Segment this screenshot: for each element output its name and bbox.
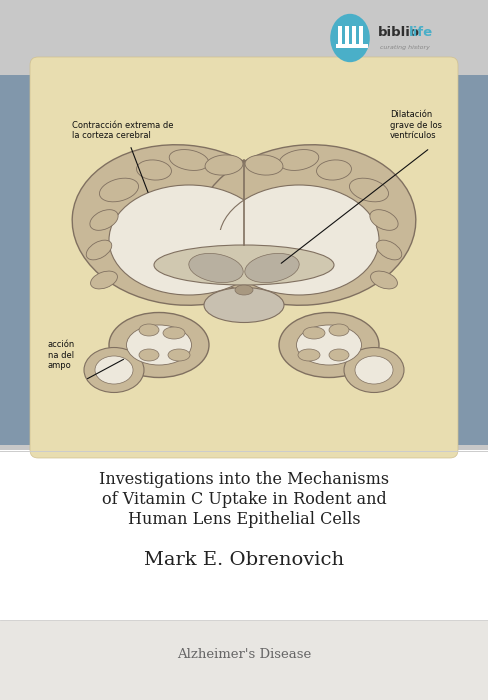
Bar — [0, 450, 488, 700]
Ellipse shape — [189, 253, 243, 283]
Ellipse shape — [91, 271, 118, 289]
Bar — [336, 44, 368, 48]
Text: Dilatación
grave de los
ventrículos: Dilatación grave de los ventrículos — [390, 110, 442, 140]
Bar — [338, 26, 342, 44]
Bar — [164, 230, 324, 280]
Ellipse shape — [126, 325, 191, 365]
Text: biblio: biblio — [378, 27, 420, 39]
Text: Investigations into the Mechanisms: Investigations into the Mechanisms — [99, 472, 389, 489]
Ellipse shape — [100, 178, 139, 202]
Bar — [0, 620, 488, 700]
Ellipse shape — [137, 160, 171, 180]
Ellipse shape — [72, 145, 292, 305]
Ellipse shape — [154, 245, 334, 285]
Ellipse shape — [245, 155, 283, 175]
Ellipse shape — [84, 347, 144, 393]
Ellipse shape — [90, 210, 118, 230]
Text: Mark E. Obrenovich: Mark E. Obrenovich — [144, 551, 344, 569]
Text: of Vitamin C Uptake in Rodent and: of Vitamin C Uptake in Rodent and — [102, 491, 386, 508]
Ellipse shape — [317, 160, 351, 180]
Ellipse shape — [219, 185, 379, 295]
Ellipse shape — [139, 324, 159, 336]
Text: acción
na del
ampo: acción na del ampo — [48, 340, 75, 370]
Bar — [352, 26, 356, 44]
Ellipse shape — [95, 356, 133, 384]
Ellipse shape — [163, 327, 185, 339]
Text: curating history: curating history — [380, 45, 430, 50]
Bar — [0, 75, 42, 445]
Bar — [359, 26, 363, 44]
Ellipse shape — [109, 312, 209, 377]
Ellipse shape — [86, 240, 112, 260]
Ellipse shape — [196, 145, 416, 305]
Ellipse shape — [355, 356, 393, 384]
Ellipse shape — [235, 285, 253, 295]
Ellipse shape — [330, 14, 370, 62]
Ellipse shape — [279, 312, 379, 377]
Text: Alzheimer's Disease: Alzheimer's Disease — [177, 648, 311, 662]
Ellipse shape — [297, 325, 362, 365]
Ellipse shape — [376, 240, 402, 260]
Ellipse shape — [370, 271, 397, 289]
Ellipse shape — [109, 185, 269, 295]
Bar — [345, 26, 349, 44]
FancyBboxPatch shape — [30, 57, 458, 458]
Bar — [0, 0, 488, 450]
Ellipse shape — [245, 253, 299, 283]
Text: life: life — [409, 27, 433, 39]
Ellipse shape — [168, 349, 190, 361]
Ellipse shape — [344, 347, 404, 393]
Bar — [446, 75, 488, 445]
Text: Contracción extrema de
la corteza cerebral: Contracción extrema de la corteza cerebr… — [72, 120, 174, 140]
Ellipse shape — [205, 155, 243, 175]
Ellipse shape — [139, 349, 159, 361]
Ellipse shape — [279, 150, 319, 170]
Ellipse shape — [298, 349, 320, 361]
Text: Human Lens Epithelial Cells: Human Lens Epithelial Cells — [128, 512, 360, 528]
Ellipse shape — [349, 178, 388, 202]
Ellipse shape — [204, 288, 284, 323]
Ellipse shape — [169, 150, 209, 170]
Ellipse shape — [329, 324, 349, 336]
Ellipse shape — [303, 327, 325, 339]
Ellipse shape — [370, 210, 398, 230]
Ellipse shape — [329, 349, 349, 361]
